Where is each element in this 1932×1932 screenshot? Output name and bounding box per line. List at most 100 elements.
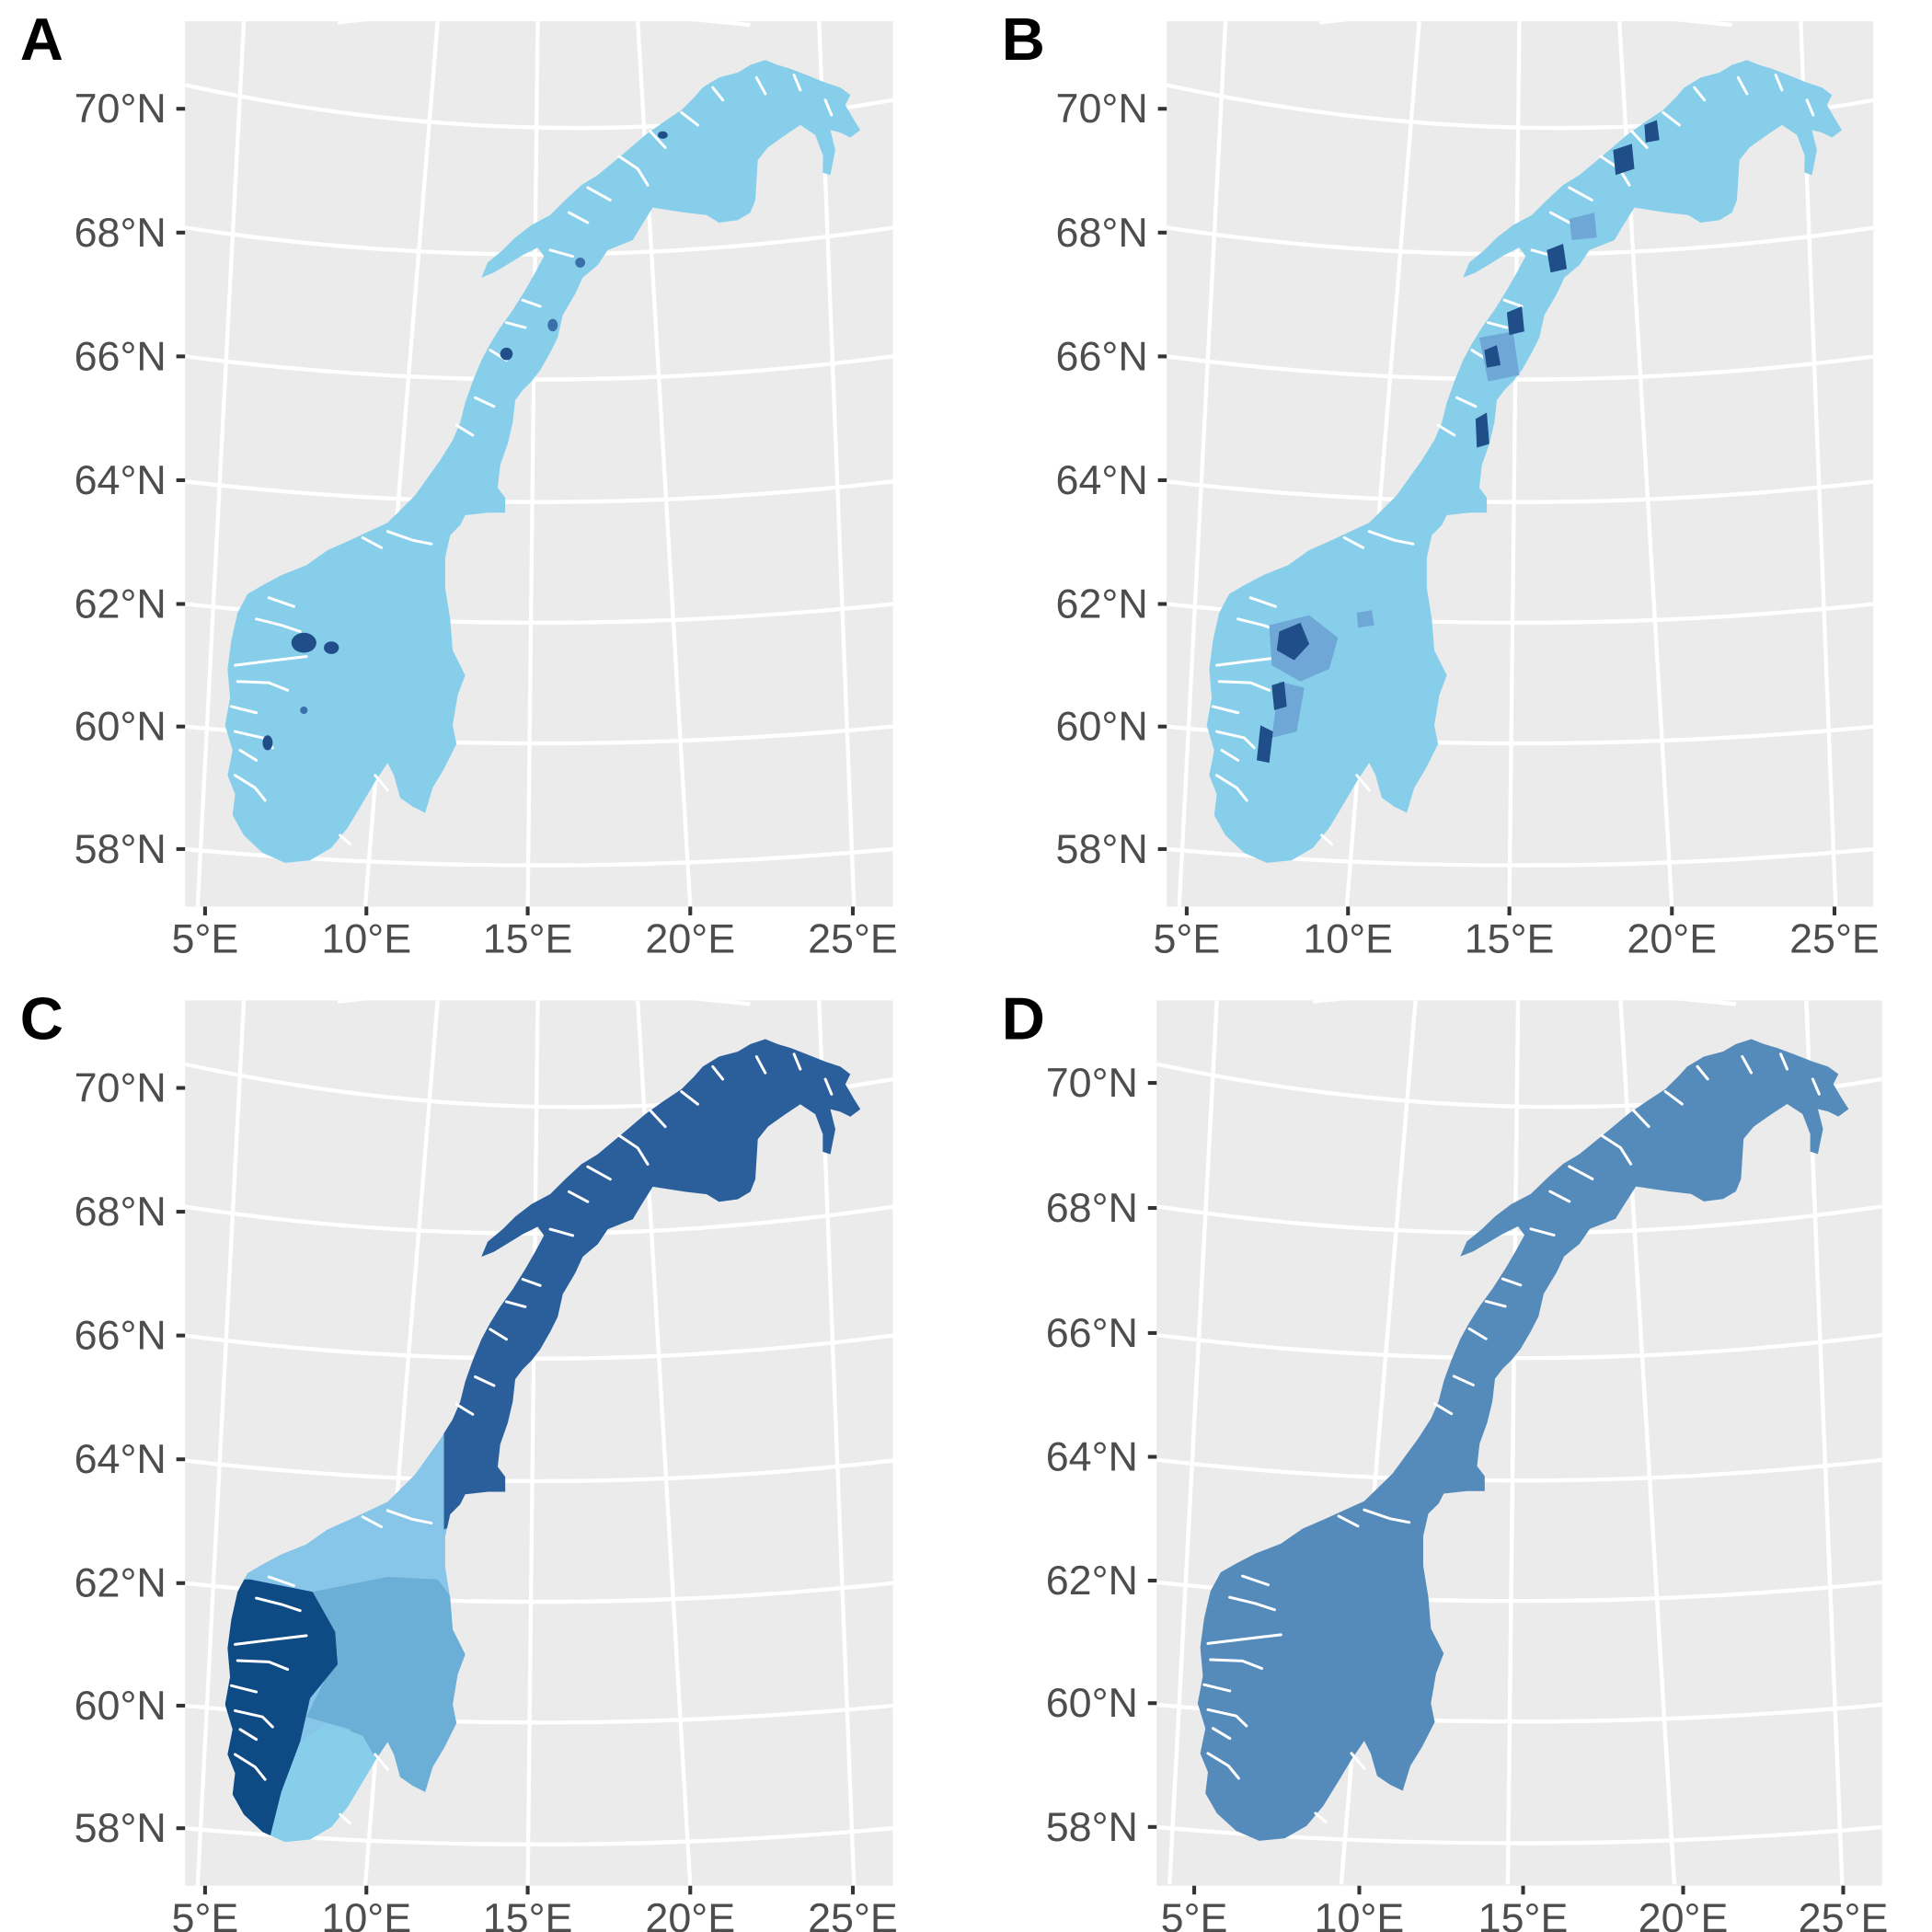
x-tick-label: 15°E	[483, 1894, 573, 1932]
fjord-line	[474, 396, 496, 408]
y-tick-label: 68°N	[1046, 1184, 1138, 1231]
fjord-line	[1811, 1077, 1821, 1096]
panel-a: A	[20, 6, 898, 961]
fjord-line	[361, 535, 384, 549]
panel-a-x-axis: 5°E 10°E 15°E 20°E 25°E	[172, 906, 898, 962]
meridian-15e	[1507, 21, 1522, 907]
fjord-line	[1741, 1054, 1754, 1075]
fjord-line	[255, 617, 302, 633]
fjord-line	[754, 75, 767, 96]
fjord-line	[374, 774, 389, 792]
patch	[575, 258, 586, 268]
panel-d-x-axis: 5°E 10°E 15°E 20°E 25°E	[1161, 1885, 1888, 1932]
fjord-line	[1211, 705, 1240, 715]
patch	[1569, 213, 1597, 240]
x-tick-label: 20°E	[1627, 915, 1717, 962]
panel-b-y-axis: 70°N 68°N 66°N 64°N 62°N 60°N 58°N	[1056, 85, 1167, 872]
panel-letter-d: D	[1002, 985, 1045, 1052]
fjord-line	[1663, 1089, 1684, 1106]
fjord-line	[454, 423, 475, 437]
fjord-line	[1215, 774, 1248, 802]
fjord-line	[234, 1708, 274, 1729]
fjord-line	[361, 1515, 384, 1529]
patch	[324, 641, 339, 654]
fjord-line	[1529, 1227, 1556, 1237]
fjord-line	[1805, 98, 1815, 117]
panel-a-norway-base	[224, 60, 861, 863]
fjord-line	[234, 1634, 308, 1646]
fjord-line	[385, 1509, 433, 1525]
fjord-line	[1314, 1811, 1328, 1823]
patch	[1257, 725, 1273, 764]
fjord-line	[1568, 186, 1593, 201]
x-tick-label: 20°E	[1639, 1894, 1729, 1932]
fjord-line	[1774, 74, 1784, 92]
fjord-line	[1212, 1727, 1232, 1741]
x-tick-label: 10°E	[321, 1894, 411, 1932]
y-tick-label: 62°N	[75, 580, 167, 627]
fjord-line	[1696, 1064, 1709, 1081]
fjord-line	[1432, 1402, 1454, 1416]
parallel-68n	[185, 1204, 893, 1236]
x-tick-label: 15°E	[1478, 1894, 1569, 1932]
fjord-line	[1320, 834, 1334, 845]
fjord-line	[474, 1375, 496, 1387]
fjord-line	[617, 1133, 650, 1166]
fjord-line	[1548, 1190, 1571, 1203]
fjord-line	[680, 1090, 699, 1106]
fjord-line	[1206, 1708, 1248, 1728]
x-tick-label: 15°E	[483, 915, 573, 962]
patch	[262, 735, 273, 751]
fjord-line	[1630, 130, 1649, 149]
y-tick-label: 64°N	[1046, 1432, 1138, 1479]
parallel-68n	[1156, 1204, 1882, 1236]
y-tick-label: 68°N	[1056, 209, 1148, 256]
fjord-line	[238, 1728, 259, 1742]
panel-a-map-area	[185, 21, 893, 907]
fjord-line	[229, 705, 259, 715]
fjord-line	[1548, 211, 1571, 224]
y-tick-label: 70°N	[75, 85, 167, 132]
panel-c-y-axis: 70°N 68°N 66°N 64°N 62°N 60°N 58°N	[75, 1064, 186, 1851]
fjord-line	[1241, 1574, 1270, 1587]
fjord-line	[792, 1052, 802, 1071]
x-tick-label: 10°E	[321, 915, 411, 962]
fjord-line	[1355, 774, 1371, 792]
patch	[1613, 144, 1635, 176]
x-tick-label: 10°E	[1303, 915, 1393, 962]
y-tick-label: 62°N	[1056, 580, 1148, 627]
parallel-64n	[185, 1458, 893, 1484]
x-tick-label: 25°E	[808, 915, 898, 962]
fjord-line	[1367, 530, 1415, 546]
fjord-line	[617, 155, 650, 187]
y-tick-label: 70°N	[1056, 85, 1148, 132]
fjord-line	[1436, 423, 1456, 437]
fjord-line	[586, 186, 612, 201]
fjord-line	[823, 98, 834, 117]
fjord-line	[1484, 1299, 1507, 1308]
fjord-line	[823, 1077, 834, 1096]
y-tick-label: 58°N	[1056, 825, 1148, 872]
meridian-15e	[525, 21, 540, 907]
panel-d: D	[1002, 985, 1889, 1932]
fjord-line	[1209, 1658, 1264, 1671]
patch	[1506, 306, 1524, 336]
fjord-line	[236, 680, 290, 692]
patch	[1356, 610, 1374, 628]
patch	[500, 347, 513, 361]
patch	[1271, 681, 1287, 711]
fjord-line	[1662, 110, 1681, 127]
panel-b-norway-base	[1206, 60, 1843, 863]
panel-a-graticule	[185, 21, 893, 907]
fjord-line	[586, 1165, 612, 1181]
y-tick-label: 66°N	[1046, 1309, 1138, 1356]
panel-d-y-axis: 70°N 68°N 66°N 64°N 62°N 60°N 58°N	[1046, 1059, 1157, 1850]
fjord-line	[1486, 321, 1509, 329]
fjord-line	[1248, 596, 1277, 608]
meridian-15e	[1505, 1000, 1521, 1885]
fjord-line	[1215, 730, 1256, 750]
parallel-66n	[185, 1333, 893, 1361]
fjord-line	[1501, 1277, 1523, 1287]
fjord-line	[567, 211, 590, 224]
